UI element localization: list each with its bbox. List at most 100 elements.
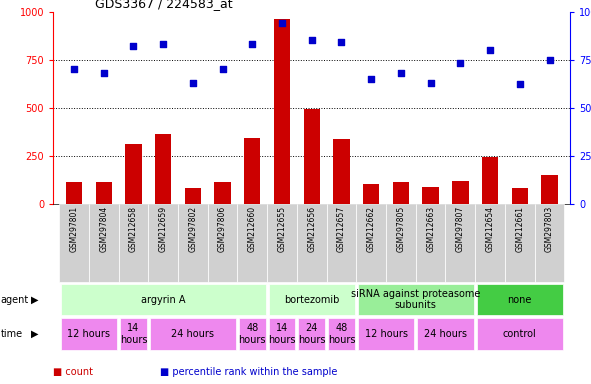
Bar xyxy=(356,204,386,282)
Bar xyxy=(96,182,112,204)
Point xyxy=(426,79,436,86)
Bar xyxy=(59,204,89,282)
Bar xyxy=(207,204,238,282)
Bar xyxy=(423,187,439,204)
Bar xyxy=(267,204,297,282)
Bar xyxy=(475,204,505,282)
Text: GSM212655: GSM212655 xyxy=(278,206,287,252)
Text: 48
hours: 48 hours xyxy=(239,323,266,345)
Text: GSM297803: GSM297803 xyxy=(545,206,554,252)
Text: GSM212660: GSM212660 xyxy=(248,206,257,252)
Bar xyxy=(185,188,201,204)
Text: GSM297801: GSM297801 xyxy=(70,206,79,252)
Point xyxy=(515,81,525,88)
Bar xyxy=(119,204,148,282)
Text: GSM297807: GSM297807 xyxy=(456,206,465,252)
Point xyxy=(396,70,405,76)
Text: GSM212658: GSM212658 xyxy=(129,206,138,252)
Text: GSM297802: GSM297802 xyxy=(189,206,197,252)
Point xyxy=(69,66,79,72)
Text: ▶: ▶ xyxy=(31,295,38,305)
Text: time: time xyxy=(1,329,22,339)
Text: 14
hours: 14 hours xyxy=(120,323,147,345)
Point xyxy=(188,79,197,86)
Point xyxy=(277,20,287,26)
Text: 24
hours: 24 hours xyxy=(298,323,326,345)
Bar xyxy=(358,318,414,350)
Bar xyxy=(477,284,563,315)
Text: 12 hours: 12 hours xyxy=(67,329,111,339)
Point xyxy=(307,37,317,43)
Bar xyxy=(417,318,474,350)
Bar xyxy=(297,204,327,282)
Point xyxy=(129,43,138,49)
Bar xyxy=(244,138,261,204)
Bar xyxy=(535,204,564,282)
Point xyxy=(456,60,465,66)
Bar xyxy=(482,157,498,204)
Bar xyxy=(358,284,474,315)
Point xyxy=(99,70,108,76)
Point xyxy=(485,47,495,53)
Text: GSM212656: GSM212656 xyxy=(307,206,316,252)
Text: GSM212654: GSM212654 xyxy=(486,206,495,252)
Text: bortezomib: bortezomib xyxy=(284,295,339,305)
Bar xyxy=(333,139,350,204)
Bar xyxy=(363,184,379,204)
Text: agent: agent xyxy=(1,295,29,305)
Bar xyxy=(386,204,416,282)
Bar xyxy=(125,144,142,204)
Bar xyxy=(512,188,528,204)
Bar xyxy=(120,318,147,350)
Bar xyxy=(238,204,267,282)
Text: GSM297806: GSM297806 xyxy=(218,206,227,252)
Bar xyxy=(274,19,290,204)
Text: 14
hours: 14 hours xyxy=(268,323,296,345)
Text: 12 hours: 12 hours xyxy=(365,329,408,339)
Text: ■ percentile rank within the sample: ■ percentile rank within the sample xyxy=(160,367,337,377)
Point xyxy=(545,56,554,63)
Bar xyxy=(541,175,558,204)
Bar xyxy=(269,284,355,315)
Point xyxy=(248,41,257,47)
Bar xyxy=(61,318,117,350)
Point xyxy=(158,41,168,47)
Bar xyxy=(215,182,230,204)
Text: GDS3367 / 224583_at: GDS3367 / 224583_at xyxy=(95,0,232,10)
Bar xyxy=(452,182,469,204)
Text: GSM212662: GSM212662 xyxy=(366,206,376,252)
Bar xyxy=(178,204,207,282)
Text: GSM212657: GSM212657 xyxy=(337,206,346,252)
Bar xyxy=(505,204,535,282)
Text: ■ count: ■ count xyxy=(53,367,93,377)
Point xyxy=(218,66,228,72)
Text: 24 hours: 24 hours xyxy=(171,329,215,339)
Bar xyxy=(327,204,356,282)
Text: 48
hours: 48 hours xyxy=(328,323,355,345)
Text: siRNA against proteasome
subunits: siRNA against proteasome subunits xyxy=(351,289,480,310)
Text: GSM212659: GSM212659 xyxy=(158,206,168,252)
Text: GSM297804: GSM297804 xyxy=(99,206,108,252)
Text: ▶: ▶ xyxy=(31,329,38,339)
Bar xyxy=(150,318,236,350)
Bar xyxy=(446,204,475,282)
Text: control: control xyxy=(503,329,537,339)
Bar xyxy=(298,318,325,350)
Text: 24 hours: 24 hours xyxy=(424,329,467,339)
Bar xyxy=(477,318,563,350)
Bar xyxy=(269,318,296,350)
Text: argyrin A: argyrin A xyxy=(141,295,186,305)
Bar xyxy=(239,318,266,350)
Text: GSM212661: GSM212661 xyxy=(515,206,524,252)
Bar xyxy=(304,109,320,204)
Point xyxy=(366,76,376,82)
Bar xyxy=(61,284,266,315)
Text: GSM212663: GSM212663 xyxy=(426,206,435,252)
Bar xyxy=(393,182,409,204)
Bar xyxy=(328,318,355,350)
Point xyxy=(337,39,346,45)
Bar xyxy=(66,182,82,204)
Bar xyxy=(155,134,171,204)
Bar xyxy=(148,204,178,282)
Bar xyxy=(416,204,446,282)
